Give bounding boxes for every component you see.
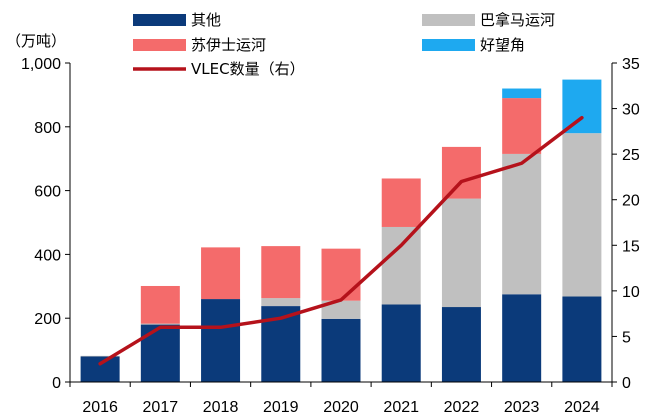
legend-swatch bbox=[133, 14, 186, 26]
bar-segment-series-0-2016 bbox=[80, 356, 120, 382]
bar-segment-series-2-2023 bbox=[502, 98, 542, 154]
y-axis-unit-label: （万吨） bbox=[6, 32, 66, 50]
legend-item-3: 好望角 bbox=[422, 36, 525, 54]
right-tick-label: 35 bbox=[622, 56, 640, 73]
bar-segment-series-3-2023 bbox=[502, 88, 542, 99]
axes-group: 0 200 400 600 800 1,000 0 5 10 15 20 25 30 35 2016 2017… bbox=[21, 56, 640, 416]
bar-segment-series-1-2022 bbox=[441, 198, 481, 308]
x-tick-label-2019: 2019 bbox=[263, 399, 299, 416]
legend-label: 巴拿马运河 bbox=[480, 11, 555, 29]
x-tick-label-2017: 2017 bbox=[143, 399, 179, 416]
right-tick-label: 0 bbox=[622, 375, 631, 392]
bars-group bbox=[80, 79, 602, 382]
bar-segment-series-2-2022 bbox=[441, 146, 481, 199]
x-tick-label-2018: 2018 bbox=[203, 399, 239, 416]
legend-item-4: VLEC数量（右） bbox=[133, 60, 305, 78]
bar-segment-series-2-2017 bbox=[140, 285, 180, 324]
bar-segment-series-0-2022 bbox=[441, 307, 481, 382]
legend-label: 其他 bbox=[191, 11, 221, 29]
legend-item-2: 苏伊士运河 bbox=[133, 36, 266, 54]
x-tick-label-2016: 2016 bbox=[82, 399, 118, 416]
bar-segment-series-2-2020 bbox=[321, 248, 361, 301]
legend-item-1: 巴拿马运河 bbox=[422, 11, 555, 29]
bar-segment-series-1-2019 bbox=[261, 298, 301, 307]
left-tick-label: 1,000 bbox=[21, 56, 61, 73]
legend-item-0: 其他 bbox=[133, 11, 221, 29]
right-tick-label: 30 bbox=[622, 102, 640, 119]
x-tick-label-2020: 2020 bbox=[323, 399, 359, 416]
line-series-group bbox=[98, 115, 584, 366]
left-tick-label: 200 bbox=[34, 311, 61, 328]
bar-segment-series-1-2020 bbox=[321, 300, 361, 319]
bar-segment-series-1-2024 bbox=[562, 133, 602, 297]
bar-segment-series-2-2019 bbox=[261, 246, 301, 299]
x-tick-label-2022: 2022 bbox=[444, 399, 480, 416]
legend-swatch bbox=[133, 39, 186, 51]
legend-label: 苏伊士运河 bbox=[191, 36, 266, 54]
legend-label: 好望角 bbox=[480, 36, 525, 54]
left-tick-label: 400 bbox=[34, 247, 61, 264]
bar-segment-series-1-2023 bbox=[502, 153, 542, 295]
right-tick-label: 15 bbox=[622, 238, 640, 255]
x-tick-label-2021: 2021 bbox=[383, 399, 419, 416]
bar-segment-series-0-2023 bbox=[502, 294, 542, 382]
legend-swatch bbox=[422, 39, 475, 51]
right-tick-label: 5 bbox=[622, 329, 631, 346]
bar-segment-series-0-2017 bbox=[140, 324, 180, 382]
left-tick-label: 600 bbox=[34, 184, 61, 201]
legend-swatch bbox=[422, 14, 475, 26]
bar-segment-series-1-2021 bbox=[381, 226, 421, 305]
bar-segment-series-2-2021 bbox=[381, 178, 421, 227]
bar-segment-series-0-2021 bbox=[381, 304, 421, 382]
x-tick-label-2023: 2023 bbox=[504, 399, 540, 416]
left-tick-label: 0 bbox=[52, 375, 61, 392]
bar-segment-series-2-2018 bbox=[201, 247, 241, 300]
right-tick-label: 10 bbox=[622, 284, 640, 301]
legend-label: VLEC数量（右） bbox=[191, 60, 305, 78]
bar-segment-series-0-2024 bbox=[562, 296, 602, 382]
bar-segment-series-0-2018 bbox=[201, 299, 241, 382]
right-tick-label: 20 bbox=[622, 193, 640, 210]
bar-segment-series-3-2024 bbox=[562, 79, 602, 134]
left-tick-label: 800 bbox=[34, 120, 61, 137]
bar-segment-series-1-2017 bbox=[140, 323, 180, 325]
right-tick-label: 25 bbox=[622, 147, 640, 164]
bar-segment-series-1-2016 bbox=[80, 355, 120, 357]
x-tick-label-2024: 2024 bbox=[564, 399, 600, 416]
bar-segment-series-0-2020 bbox=[321, 318, 361, 382]
